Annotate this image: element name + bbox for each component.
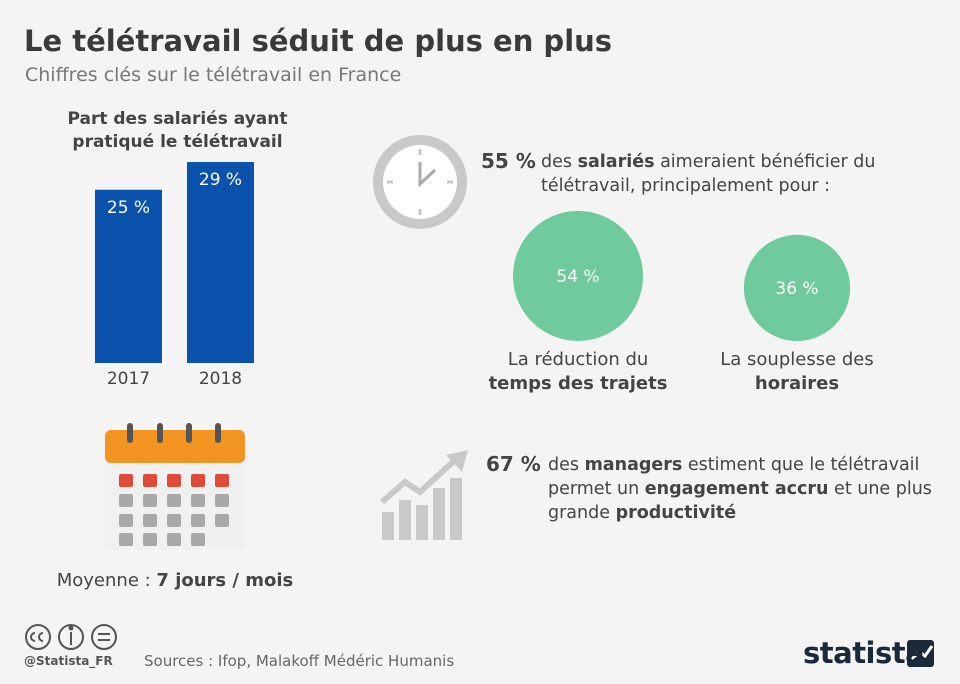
text-run: estiment que le télétravail permet un: [548, 455, 920, 499]
clock-icon: [373, 135, 467, 229]
stat-text: des managers estiment que le télétravail…: [548, 453, 943, 525]
bar: [187, 162, 254, 363]
x-tick-label: 2017: [107, 369, 150, 389]
bar-chart-title: Part des salariés ayant pratiqué le télé…: [67, 109, 288, 152]
stat-value: 67 %: [486, 452, 541, 476]
text-run: engagement accru: [644, 479, 829, 499]
text-run: La souplesse des: [720, 349, 874, 370]
source: Sources : Ifop, Malakoff Médéric Humanis: [144, 652, 455, 670]
text-run: des: [541, 152, 578, 172]
text-run: La réduction du: [507, 349, 649, 370]
bubble-label: La souplesse des horaires: [697, 348, 897, 396]
stat-text: des salariés aimeraient bénéficier du té…: [541, 150, 891, 198]
text-run: temps des trajets: [488, 373, 668, 394]
text-run: salariés: [577, 152, 655, 172]
brand-logo: [907, 640, 934, 667]
bar-value-label: 29 %: [199, 170, 242, 190]
text-run: et une plus grande: [548, 479, 932, 523]
bubble: [512, 210, 644, 341]
text-run: Moyenne :: [56, 570, 157, 591]
text-run: managers: [584, 455, 683, 475]
license-icons: [25, 624, 117, 650]
handle: @Statista_FR: [24, 654, 113, 668]
calendar-caption: Moyenne : 7 jours / mois: [40, 570, 310, 591]
bar: [95, 189, 162, 363]
brand: statista: [803, 636, 925, 670]
text-run: des: [548, 455, 585, 475]
growth-icon: [380, 450, 468, 540]
text-run: aimeraient bénéficier du télétravail, pr…: [541, 152, 876, 196]
x-tick-label: 2018: [199, 369, 242, 389]
stat-value: 55 %: [481, 149, 536, 173]
bubble-value-label: 36 %: [775, 279, 818, 299]
text-run: productivité: [615, 503, 737, 523]
subtitle: Chiffres clés sur le télétravail en Fran…: [25, 64, 402, 86]
title: Le télétravail séduit de plus en plus: [24, 24, 613, 58]
text-run: 7 jours / mois: [156, 570, 294, 591]
bubble-label: La réduction du temps des trajets: [478, 348, 678, 396]
calendar-icon: [105, 423, 245, 550]
bubble: [743, 234, 851, 341]
text-run: horaires: [754, 373, 840, 394]
bar-value-label: 25 %: [107, 198, 150, 218]
bubble-value-label: 54 %: [556, 267, 599, 287]
